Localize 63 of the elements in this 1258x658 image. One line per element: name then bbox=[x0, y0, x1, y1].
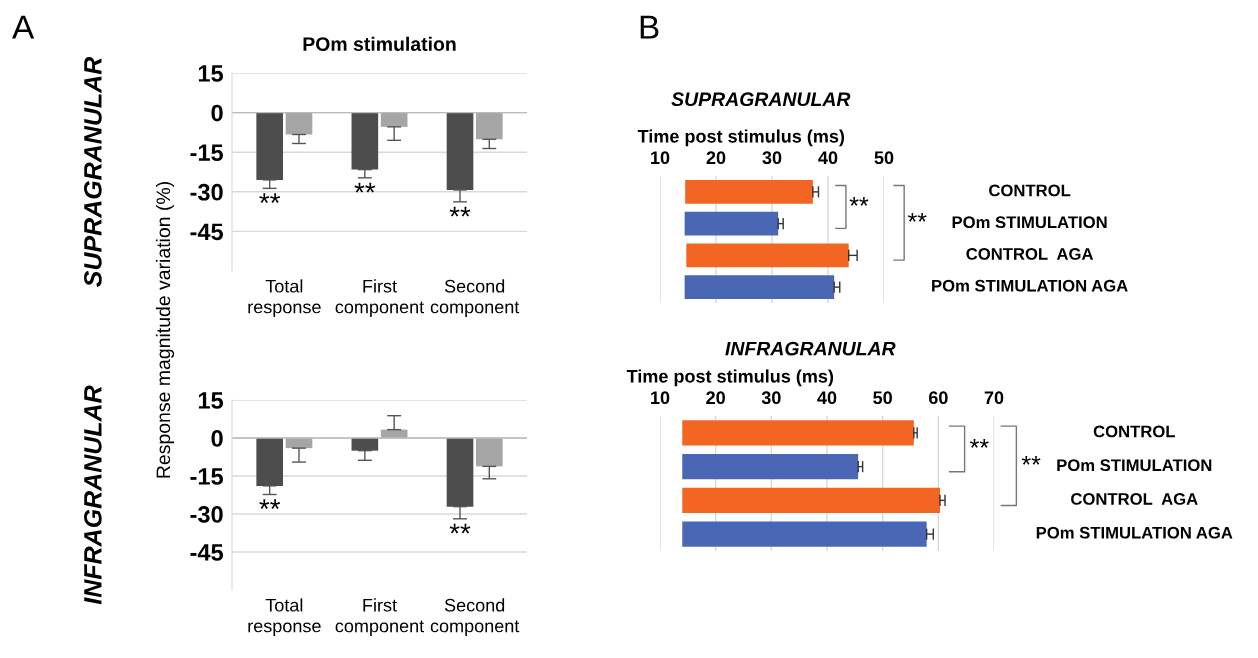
x-tick-label: 50 bbox=[873, 391, 892, 405]
x-tick-label: Total response bbox=[248, 279, 321, 317]
x-tick-label: 70 bbox=[984, 391, 1004, 405]
y-tick-label: -15 bbox=[190, 468, 224, 485]
text: INFRAGRANULAR bbox=[84, 385, 102, 605]
x-tick-label: First component bbox=[335, 279, 425, 317]
x-tick-label: 60 bbox=[928, 391, 948, 405]
x-axis-title: Time post stimulus (ms) bbox=[626, 369, 834, 387]
y-tick-label: -45 bbox=[190, 544, 224, 561]
x-tick-label: Total response bbox=[248, 598, 321, 636]
x-tick-label: Second component bbox=[430, 279, 520, 317]
chart-title: SUPRAGRANULAR bbox=[671, 92, 851, 107]
y-tick-label: POm STIMULATION AGA bbox=[1036, 526, 1233, 539]
y-tick-label: -15 bbox=[190, 144, 224, 161]
y-tick-label: 15 bbox=[198, 65, 224, 82]
y-tick-label: POm STIMULATION bbox=[952, 216, 1107, 229]
y-tick-label: 0 bbox=[211, 430, 223, 447]
text: B bbox=[640, 15, 659, 39]
annotation: ** bbox=[449, 206, 471, 217]
annotation: ** bbox=[849, 197, 869, 206]
annotation: ** bbox=[970, 439, 989, 448]
y-tick-label: -30 bbox=[190, 506, 223, 523]
x-tick-label: 30 bbox=[762, 151, 782, 165]
bar bbox=[682, 420, 914, 446]
y-tick-label: -30 bbox=[190, 183, 223, 201]
annotation: ** bbox=[449, 523, 471, 534]
bar bbox=[685, 179, 813, 204]
chart-title: POm stimulation bbox=[303, 36, 456, 51]
text: SUPRAGRANULAR bbox=[84, 56, 102, 287]
x-tick-label: 10 bbox=[651, 151, 670, 165]
y-tick-label: 15 bbox=[198, 392, 224, 409]
text: ** bbox=[1021, 455, 1041, 465]
chart-title: INFRAGRANULAR bbox=[725, 341, 896, 356]
bar bbox=[686, 243, 849, 268]
bar bbox=[684, 275, 835, 300]
annotation: ** bbox=[354, 182, 376, 193]
y-tick-label: CONTROL AGA bbox=[966, 248, 1094, 260]
annotation: ** bbox=[259, 499, 281, 510]
bar bbox=[682, 521, 927, 547]
x-tick-label: 20 bbox=[706, 391, 725, 405]
y-tick-label: CONTROL bbox=[989, 184, 1071, 197]
y-tick-label: POm STIMULATION bbox=[1057, 459, 1212, 472]
bar bbox=[682, 487, 940, 514]
x-tick-label: 40 bbox=[818, 151, 838, 165]
x-tick-label: 40 bbox=[817, 391, 837, 405]
x-tick-label: 10 bbox=[651, 391, 670, 405]
x-tick-label: Second component bbox=[430, 598, 520, 636]
x-tick-label: 20 bbox=[706, 151, 726, 165]
x-axis-title: Time post stimulus (ms) bbox=[637, 129, 845, 147]
y-axis-title: Response magnitude variation (%) bbox=[155, 182, 175, 478]
bar bbox=[684, 211, 779, 236]
bar bbox=[682, 453, 859, 480]
y-tick-label: POm STIMULATION AGA bbox=[932, 279, 1128, 292]
text: A bbox=[12, 15, 35, 39]
annotation: ** bbox=[259, 193, 281, 204]
x-tick-label: 50 bbox=[874, 151, 894, 165]
y-tick-label: CONTROL bbox=[1093, 425, 1175, 438]
text: ** bbox=[907, 212, 927, 222]
y-tick-label: 0 bbox=[211, 104, 223, 122]
y-tick-label: CONTROL AGA bbox=[1071, 493, 1198, 505]
x-tick-label: 30 bbox=[761, 391, 781, 405]
x-tick-label: First component bbox=[335, 598, 425, 636]
y-tick-label: -45 bbox=[190, 223, 224, 241]
